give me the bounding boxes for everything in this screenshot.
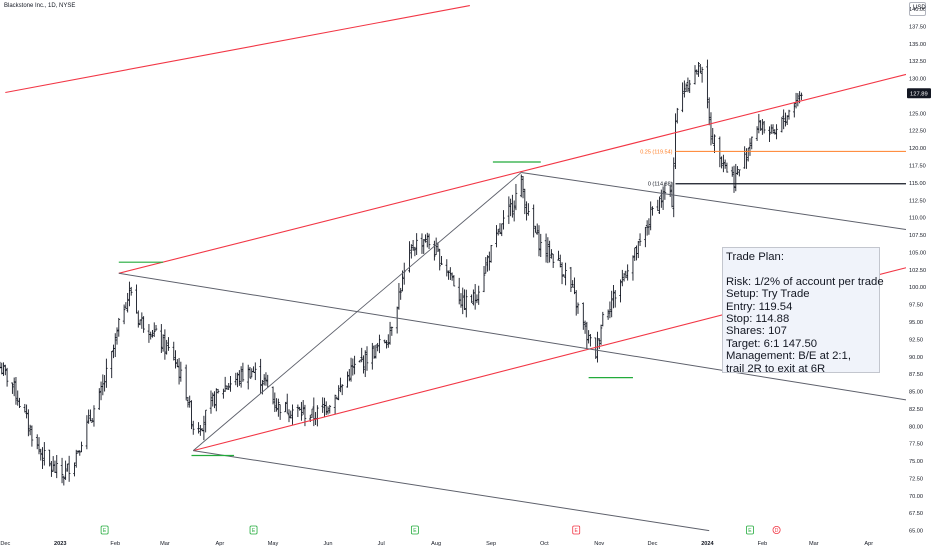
price-tick-label: 75.00 (909, 459, 923, 465)
price-tick-label: 120.00 (909, 146, 926, 152)
price-tick-label: 77.50 (909, 442, 923, 448)
trade-plan-line: Entry: 119.54 (726, 300, 793, 313)
price-tick-label: 132.50 (909, 59, 926, 65)
earnings-icon (249, 525, 258, 535)
chart-drawings: 0.25 (119.54) 0 (114.88) (5, 5, 907, 532)
dividend-glyph: D (775, 528, 779, 534)
trade-plan-line (726, 263, 876, 275)
price-axis[interactable]: 65.00 67.50 70.00 72.50 75.00 77.50 80.00 82.50… (906, 0, 932, 550)
current-price-tag (907, 88, 931, 99)
symbol-title: Blackstone Inc., 1D, NYSE (4, 3, 76, 9)
fib-label-025: 0.25 (119.54) (640, 149, 672, 155)
price-tick-label: 117.50 (909, 164, 926, 170)
fib-label-0: 0 (114.88) (648, 182, 673, 188)
price-tick-label: 107.50 (909, 233, 926, 239)
price-tick-label: 65.00 (909, 529, 923, 535)
price-tick-label: 115.00 (909, 181, 926, 187)
time-tick-label: May (268, 541, 279, 547)
earnings-glyph: E (413, 528, 417, 534)
price-tick-label: 90.00 (909, 355, 923, 361)
descending-channel-upper-line (118, 272, 907, 401)
time-tick-label: Apr (864, 541, 873, 547)
earnings-icon (746, 525, 754, 535)
time-tick-label: Jun (323, 541, 332, 547)
trade-plan-line: Management: B/E at 2:1, (726, 350, 851, 363)
price-tick-label: 100.00 (909, 285, 926, 291)
price-tick-label: 137.50 (909, 24, 926, 30)
price-tick-label: 105.00 (909, 250, 926, 256)
earnings-glyph: E (748, 528, 752, 534)
currency-label: USD (913, 5, 926, 11)
time-tick-label: Aug (431, 541, 441, 547)
time-tick-label: Sep (486, 541, 496, 547)
price-tick-label: 80.00 (909, 424, 923, 430)
earnings-glyph: E (575, 528, 579, 534)
trade-plan-note[interactable]: Trade Plan: Risk: 1/2% of account per tr… (722, 247, 884, 375)
price-tick-label: 95.00 (909, 320, 923, 326)
trade-plan-line: Setup: Try Trade (726, 288, 810, 301)
price-tick-label: 102.50 (909, 268, 926, 274)
price-tick-label: 87.50 (909, 372, 923, 378)
trade-plan-line: Shares: 107 (726, 325, 787, 338)
time-tick-label: Mar (809, 541, 819, 547)
price-tick-label: 72.50 (909, 476, 923, 482)
price-tick-label: 135.00 (909, 42, 926, 48)
price-bars (0, 59, 803, 486)
price-tick-label: 130.00 (909, 77, 926, 83)
price-tick-label: 67.50 (909, 511, 923, 517)
price-tick-label: 85.00 (909, 390, 923, 396)
trendline (192, 172, 522, 451)
time-tick-label: 2023 (54, 541, 66, 547)
price-tick-label: 70.00 (909, 494, 923, 500)
trade-plan-line: Target: 6:1 147.50 (726, 337, 818, 350)
trade-plan-line: Risk: 1/2% of account per trade (726, 275, 884, 288)
ascending-channel-parallel-line (5, 5, 470, 94)
time-tick-label: Jul (378, 541, 385, 547)
trade-plan-line: Stop: 114.88 (726, 313, 790, 326)
time-axis-background (0, 538, 932, 550)
earnings-glyph: E (252, 528, 256, 534)
trade-plan-line: trail 2R to exit at 6R (726, 362, 826, 375)
time-tick-label: Mar (160, 541, 170, 547)
earnings-icon (100, 525, 109, 535)
price-tick-label: 92.50 (909, 337, 923, 343)
earnings-glyph: E (103, 528, 107, 534)
descending-line-from-high (521, 171, 907, 230)
price-tick-label: 122.50 (909, 129, 926, 135)
time-tick-label: Dec (647, 541, 657, 547)
time-tick-label: Apr (215, 541, 224, 547)
time-tick-label: Dec (0, 541, 10, 547)
price-tick-label: 140.00 (909, 7, 926, 13)
time-axis[interactable]: Dec 2023 Feb Mar Apr May Jun Jul Aug Sep Oct Nov Dec… (0, 538, 932, 550)
price-tick-label: 97.50 (909, 303, 923, 309)
price-tick-label: 125.00 (909, 111, 926, 117)
time-tick-label: Oct (540, 541, 549, 547)
price-tick-label: 110.00 (909, 216, 926, 222)
descending-channel-lower-line (193, 450, 710, 532)
time-tick-label: Nov (594, 541, 604, 547)
current-price-label: 127.89 (910, 91, 928, 97)
ascending-channel-upper-line (118, 73, 907, 274)
dividend-icon (772, 526, 781, 535)
trade-plan-title: Trade Plan: (726, 251, 784, 263)
time-tick-label: Feb (110, 541, 120, 547)
time-tick-label: Feb (758, 541, 768, 547)
time-tick-label: 2024 (701, 541, 714, 547)
earnings-icon (410, 525, 419, 535)
price-tick-label: 82.50 (909, 407, 923, 413)
price-tick-label: 112.50 (909, 198, 926, 204)
currency-button[interactable] (909, 2, 926, 16)
earnings-icon (572, 525, 581, 535)
